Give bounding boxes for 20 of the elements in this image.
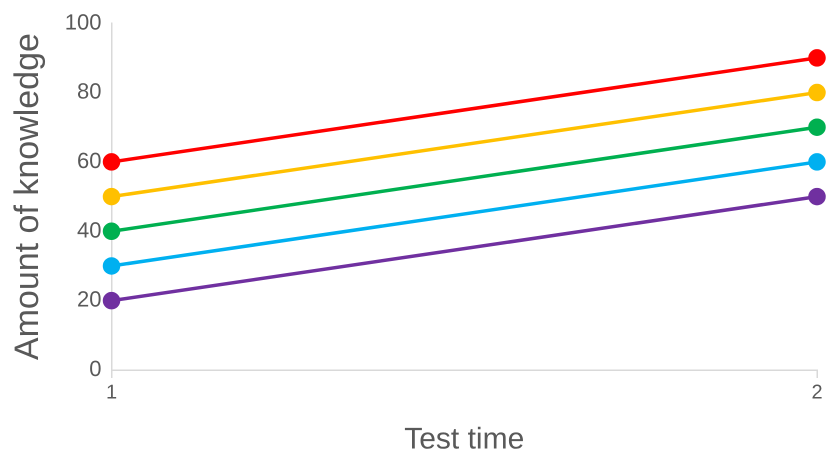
y-tick-label: 80: [77, 78, 102, 104]
y-tick-label: 60: [77, 148, 102, 173]
point: [102, 292, 120, 310]
point: [102, 257, 120, 275]
x-axis-title: Test time: [404, 422, 524, 456]
point: [808, 118, 826, 136]
x-tick-label: 1: [106, 382, 118, 404]
y-axis-title: Amount of knowledge: [8, 33, 46, 360]
y-tick-label: 100: [64, 9, 102, 34]
point: [808, 153, 826, 171]
y-tick-label: 0: [89, 356, 102, 382]
x-tick-label: 2: [811, 382, 823, 404]
point: [808, 49, 826, 67]
point: [102, 188, 120, 206]
point: [808, 188, 826, 206]
y-tick-label: 20: [77, 286, 102, 312]
point: [808, 84, 826, 102]
point: [102, 222, 120, 240]
y-tick-label: 40: [77, 217, 102, 242]
point: [102, 153, 120, 171]
